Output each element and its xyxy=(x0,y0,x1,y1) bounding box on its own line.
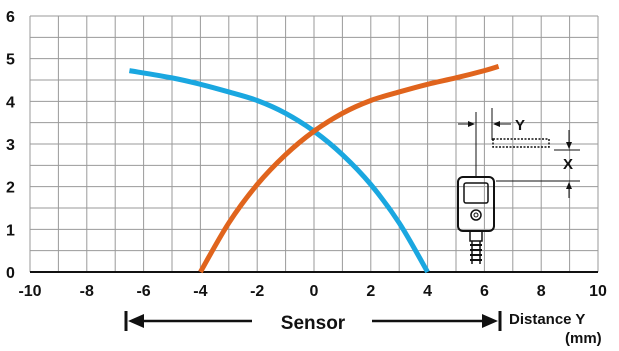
y-tick-label: 5 xyxy=(6,52,15,69)
y-tick-label: 3 xyxy=(6,137,15,154)
series-line-orange xyxy=(198,63,500,274)
y-tick-label: 0 xyxy=(6,265,15,282)
y-tick-label: 2 xyxy=(6,180,15,197)
series-line-blue xyxy=(128,68,430,274)
y-tick-labels: 0 1 2 3 4 5 6 xyxy=(6,9,15,282)
data-series xyxy=(128,63,500,274)
sensor-diagram xyxy=(457,108,580,264)
x-tick-label: 2 xyxy=(366,283,375,300)
grid-lines xyxy=(29,15,599,273)
x-tick-label: -2 xyxy=(250,283,264,300)
x-tick-label: 0 xyxy=(310,283,319,300)
distance-y-label: Distance Y xyxy=(509,311,585,328)
x-tick-label: -4 xyxy=(193,283,207,300)
y-tick-label: 6 xyxy=(6,9,15,26)
x-tick-label: 6 xyxy=(480,283,489,300)
x-tick-label: -8 xyxy=(80,283,94,300)
inset-y-label: Y xyxy=(515,117,525,134)
sensor-label: Sensor xyxy=(281,313,346,334)
y-tick-label: 1 xyxy=(6,222,15,239)
x-tick-label: -10 xyxy=(18,283,41,300)
y-tick-label: 4 xyxy=(6,94,15,111)
x-tick-label: 10 xyxy=(589,283,607,300)
unit-label: (mm) xyxy=(565,330,602,347)
x-tick-label: 8 xyxy=(537,283,546,300)
sensor-arrow xyxy=(124,311,502,331)
x-tick-label: -6 xyxy=(136,283,150,300)
inset-x-label: X xyxy=(563,156,573,173)
x-tick-labels: -10 -8 -6 -4 -2 0 2 4 6 8 10 xyxy=(18,283,607,300)
x-tick-label: 4 xyxy=(423,283,432,300)
